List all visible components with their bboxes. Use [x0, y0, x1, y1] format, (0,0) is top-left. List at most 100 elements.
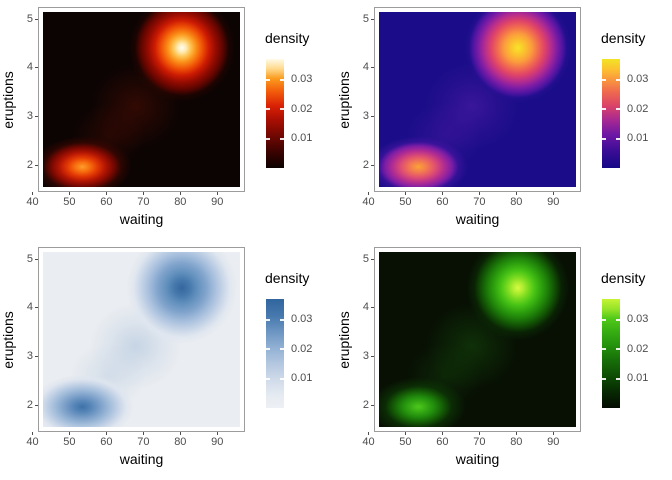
legend-tick-mark — [602, 108, 606, 111]
y-tick-mark — [35, 116, 38, 118]
y-tick-label: 5 — [26, 252, 33, 265]
x-tick-mark — [142, 192, 144, 195]
legend-tick-label: 0.03 — [291, 313, 313, 326]
x-tick-label: 40 — [362, 196, 375, 208]
legend-tick-label: 0.02 — [627, 342, 649, 355]
legend-title: density — [601, 270, 646, 286]
x-tick-mark — [142, 432, 144, 435]
x-tick-label: 90 — [211, 436, 224, 448]
legend-tick-mark — [266, 78, 270, 81]
plot-panel — [374, 7, 581, 192]
y-tick-label: 5 — [362, 12, 369, 25]
legend-colorbar — [602, 59, 620, 168]
x-tick-mark — [179, 432, 181, 435]
legend-tick-mark — [616, 377, 620, 380]
chart-plasma: 40 50 60 70 80 90 waiting 5 4 3 2 eruptions density 0… — [336, 0, 672, 240]
y-tick-label: 5 — [362, 252, 369, 265]
chart-green: 40 50 60 70 80 90 waiting 5 4 3 2 eruptions density 0… — [336, 240, 672, 480]
y-tick-label: 2 — [362, 398, 369, 411]
x-axis-title: waiting — [455, 211, 500, 227]
x-tick-label: 50 — [399, 436, 412, 448]
y-tick-mark — [371, 258, 374, 260]
density-raster — [43, 252, 240, 427]
y-tick-label: 5 — [26, 12, 33, 25]
y-tick-mark — [371, 356, 374, 358]
x-tick-label: 50 — [63, 196, 76, 208]
x-axis-title: waiting — [119, 211, 164, 227]
legend-tick-label: 0.01 — [291, 372, 313, 385]
y-tick-mark — [35, 18, 38, 20]
x-tick-label: 40 — [26, 196, 39, 208]
y-axis-title: eruptions — [0, 70, 16, 129]
legend: density 0.03 0.02 0.01 — [262, 270, 334, 420]
legend-title: density — [601, 30, 646, 46]
y-axis-title: eruptions — [0, 310, 16, 369]
x-tick-label: 90 — [547, 196, 560, 208]
x-tick-mark — [367, 192, 369, 195]
x-tick-mark — [515, 192, 517, 195]
legend-tick-mark — [280, 318, 284, 321]
x-tick-label: 90 — [547, 436, 560, 448]
x-tick-mark — [404, 192, 406, 195]
y-tick-label: 4 — [26, 301, 33, 314]
x-tick-label: 60 — [436, 196, 449, 208]
y-axis-title-wrap: eruptions — [336, 7, 352, 192]
x-tick-label: 90 — [211, 196, 224, 208]
legend-tick-mark — [616, 108, 620, 111]
x-tick-mark — [441, 192, 443, 195]
y-axis-title-wrap: eruptions — [0, 247, 16, 432]
x-tick-label: 40 — [26, 436, 39, 448]
y-tick-label: 2 — [362, 158, 369, 171]
y-axis-title: eruptions — [336, 70, 352, 129]
y-tick-label: 3 — [26, 350, 33, 363]
legend-tick-label: 0.01 — [627, 372, 649, 385]
y-tick-label: 2 — [26, 398, 33, 411]
legend-colorbar — [602, 299, 620, 408]
legend-tick-mark — [616, 318, 620, 321]
x-tick-label: 70 — [137, 436, 150, 448]
x-tick-label: 80 — [510, 196, 523, 208]
y-tick-mark — [371, 18, 374, 20]
y-tick-mark — [371, 404, 374, 406]
x-tick-mark — [31, 432, 33, 435]
legend-tick-mark — [616, 78, 620, 81]
legend-tick-label: 0.02 — [291, 342, 313, 355]
y-axis-title-wrap: eruptions — [0, 7, 16, 192]
y-tick-label: 4 — [362, 61, 369, 74]
legend-tick-mark — [266, 137, 270, 140]
legend: density 0.03 0.02 0.01 — [598, 30, 670, 180]
legend: density 0.03 0.02 0.01 — [598, 270, 670, 420]
legend-tick-mark — [280, 78, 284, 81]
legend-tick-mark — [602, 377, 606, 380]
x-tick-mark — [478, 192, 480, 195]
legend-tick-mark — [602, 348, 606, 351]
x-tick-mark — [515, 432, 517, 435]
y-tick-label: 2 — [26, 158, 33, 171]
x-tick-mark — [68, 432, 70, 435]
x-tick-label: 80 — [174, 196, 187, 208]
chart-heat: 40 50 60 70 80 90 waiting 5 4 3 2 eruptions density 0… — [0, 0, 336, 240]
legend-tick-mark — [602, 78, 606, 81]
x-tick-label: 70 — [473, 196, 486, 208]
y-tick-label: 4 — [26, 61, 33, 74]
legend-title: density — [265, 270, 310, 286]
legend-tick-mark — [602, 137, 606, 140]
y-tick-label: 3 — [362, 350, 369, 363]
x-tick-label: 70 — [137, 196, 150, 208]
plot-panel — [374, 247, 581, 432]
legend-tick-mark — [266, 377, 270, 380]
density-raster — [43, 12, 240, 187]
legend-tick-mark — [280, 108, 284, 111]
y-axis-title: eruptions — [336, 310, 352, 369]
x-tick-label: 50 — [63, 436, 76, 448]
y-tick-mark — [371, 116, 374, 118]
x-tick-mark — [68, 192, 70, 195]
chart-blues: 40 50 60 70 80 90 waiting 5 4 3 2 eruptions density 0… — [0, 240, 336, 480]
legend-tick-label: 0.01 — [627, 132, 649, 145]
density-raster — [379, 252, 576, 427]
y-tick-mark — [371, 67, 374, 69]
x-tick-mark — [105, 192, 107, 195]
x-tick-label: 60 — [100, 196, 113, 208]
legend-tick-label: 0.02 — [627, 102, 649, 115]
